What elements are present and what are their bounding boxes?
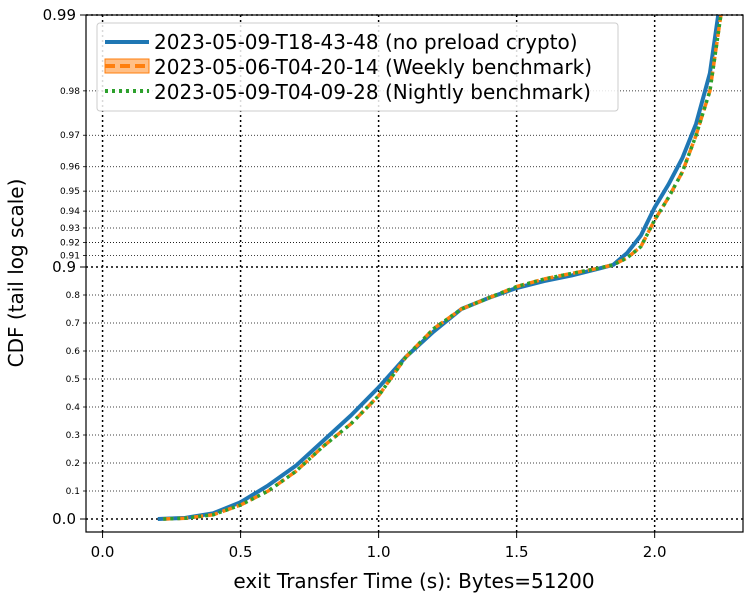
y-minor-tick-label: 0.97 (60, 131, 80, 141)
y-minor-tick-label: 0.94 (60, 207, 80, 217)
legend-entry-1: 2023-05-09-T18-43-48 (no preload crypto) (105, 30, 578, 54)
y-minor-tick-label: 0.91 (60, 251, 80, 261)
y-minor-tick-label: 0.1 (66, 487, 80, 497)
y-minor-tick-label: 0.96 (60, 163, 80, 173)
x-tick-label: 0.5 (229, 543, 253, 561)
legend-box (96, 22, 619, 112)
y-minor-tick-label: 0.8 (66, 291, 81, 301)
series-line-3 (163, 14, 723, 521)
x-tick-label: 0.0 (91, 543, 115, 561)
axis-ticks: 0.0 0.5 1.0 1.5 2.0 0.1 0.2 0.3 0.4 0.5 0.6 0.7 0.8 0… (43, 6, 667, 561)
y-minor-tick-label: 0.92 (60, 239, 80, 249)
x-tick-label: 2.0 (643, 543, 667, 561)
legend-entry-2: 2023-05-06-T04-20-14 (Weekly benchmark) (104, 55, 592, 79)
legend: 2023-05-09-T18-43-48 (no preload crypto)… (96, 22, 619, 112)
legend-label-3: 2023-05-09-T04-09-28 (Nightly benchmark) (154, 80, 591, 104)
plot-frame (85, 14, 744, 533)
y-major-tick-label: 0.99 (43, 6, 76, 24)
y-minor-tick-label: 0.6 (66, 347, 81, 357)
y-minor-tick-label: 0.93 (60, 224, 80, 234)
y-minor-tick-label: 0.98 (60, 87, 80, 97)
x-axis-label: exit Transfer Time (s): Bytes=51200 (233, 569, 594, 593)
legend-label-1: 2023-05-09-T18-43-48 (no preload crypto) (154, 30, 578, 54)
legend-label-2: 2023-05-06-T04-20-14 (Weekly benchmark) (154, 55, 592, 79)
y-minor-tick-label: 0.7 (66, 319, 80, 329)
legend-entry-3: 2023-05-09-T04-09-28 (Nightly benchmark) (105, 80, 591, 104)
y-axis-label: CDF (tail log scale) (4, 179, 28, 368)
x-tick-label: 1.5 (505, 543, 529, 561)
y-minor-tick-label: 0.2 (66, 459, 80, 469)
series-lines (157, 14, 723, 521)
y-major-tick-label: 0.9 (52, 258, 76, 276)
y-minor-tick-label: 0.3 (66, 431, 80, 441)
x-tick-label: 1.0 (367, 543, 391, 561)
y-major-tick-label: 0.0 (52, 510, 76, 528)
y-minor-tick-label: 0.95 (60, 187, 80, 197)
y-minor-tick-label: 0.5 (66, 375, 80, 385)
y-minor-tick-label: 0.4 (66, 403, 81, 413)
